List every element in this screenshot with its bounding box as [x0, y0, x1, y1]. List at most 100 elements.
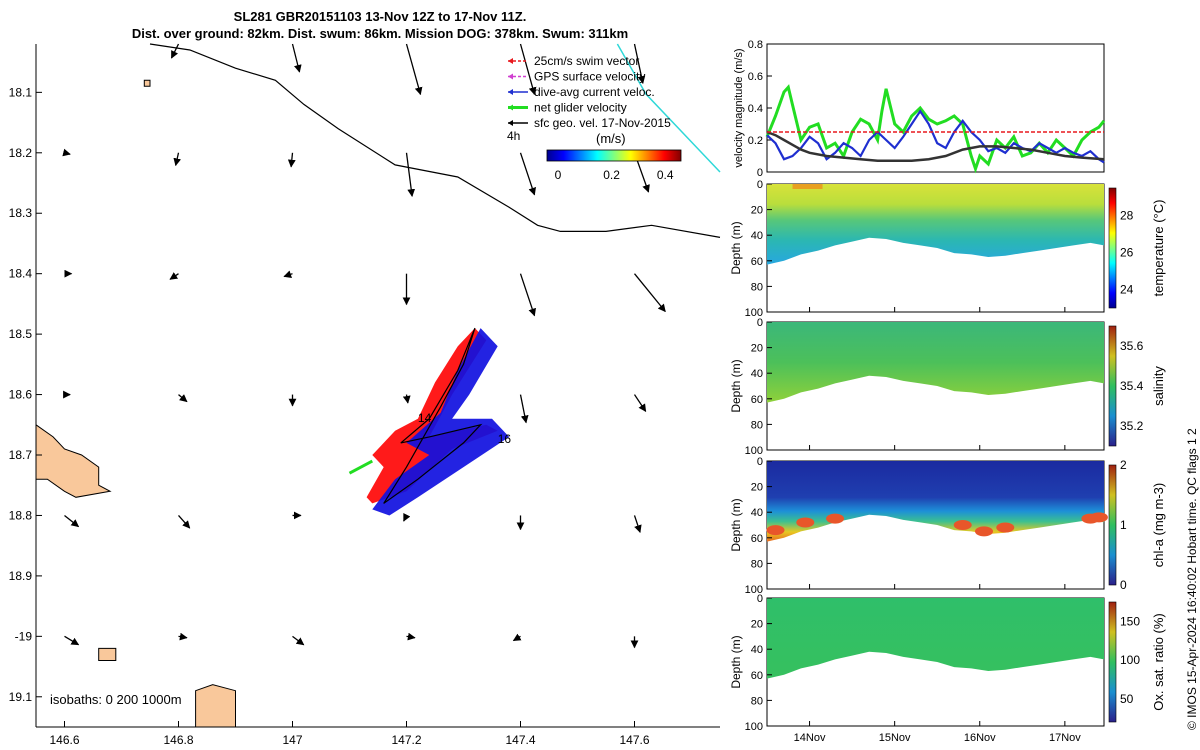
geo-vector-31 [292, 635, 305, 646]
chart-subtitle: Dist. over ground: 82km. Dist. swum: 86k… [131, 26, 629, 41]
velocity-y-tick-label: 0.8 [748, 39, 763, 51]
geo-vector-6 [173, 152, 182, 167]
geo-vector-26 [403, 513, 411, 522]
chl-colorbar-label: chl-a (mg m-3) [1151, 483, 1166, 568]
velocity-y-tick-label: 0.4 [748, 103, 763, 115]
cyan-track-line [616, 43, 721, 173]
ox-colorbar [1108, 601, 1117, 723]
ox-x-tick-label: 16Nov [964, 732, 996, 744]
track-label-day-14: 14 [418, 411, 432, 425]
chl-y-tick-label: 100 [745, 584, 763, 596]
legend-label-2: dive-avg current veloc. [534, 85, 655, 99]
legend-arrowhead-2 [508, 89, 513, 95]
chl-field [767, 461, 1104, 542]
chla-max-patch-4 [975, 526, 994, 537]
geo-vector-8 [405, 152, 416, 197]
temp-colorbar-tick: 24 [1120, 283, 1134, 297]
geo-vector-1 [291, 43, 302, 73]
velocity-series-0 [765, 84, 1106, 174]
chl-colorbar-tick: 1 [1120, 518, 1127, 532]
temp-colorbar-label: temperature (°C) [1151, 200, 1166, 297]
sal-colorbar [1108, 325, 1117, 447]
southern-island [195, 684, 236, 728]
geo-vector-30 [178, 632, 188, 641]
map-y-tick-label: 18.4 [9, 267, 33, 281]
ox-field [767, 598, 1104, 679]
chla-max-patch-1 [796, 517, 815, 528]
map-x-tick-label: 147.4 [505, 733, 535, 747]
legend-label-4: sfc geo. vel. 17-Nov-2015 [534, 116, 671, 130]
velocity-y-tick-label: 0.2 [748, 135, 763, 147]
chl-colorbar [1108, 464, 1117, 586]
ox-y-tick-label: 40 [751, 644, 763, 656]
map-panel: 14 16 146.6 146.8 147 147.2 147.4 147.6 18.1 18.2… [9, 43, 721, 747]
map-colorbar [546, 149, 682, 162]
ox-x-tick-label: 17Nov [1049, 732, 1081, 744]
velocity-series-2 [766, 130, 1105, 163]
sal-y-label: Depth (m) [729, 359, 743, 412]
map-y-tick-label: 18.8 [9, 508, 33, 522]
velocity-series-1 [766, 109, 1105, 164]
sal-colorbar-tick: 35.6 [1120, 339, 1144, 353]
chl-colorbar-tick: 2 [1120, 458, 1127, 472]
map-y-tick-label: 19.1 [9, 690, 33, 704]
sal-y-tick-label: 20 [751, 343, 763, 355]
ox-colorbar-tick: 50 [1120, 692, 1134, 706]
chla-max-patch-2 [826, 513, 845, 524]
ox-y-tick-label: 80 [751, 695, 763, 707]
map-x-tick-label: 147 [282, 733, 302, 747]
legend-label-1: GPS surface velocity [534, 70, 645, 84]
ox-colorbar-label: Ox. sat. ratio (%) [1151, 613, 1166, 711]
velocity-y-label: velocity magnitude (m/s) [733, 48, 745, 167]
geo-vector-23 [64, 514, 80, 528]
sal-colorbar-tick: 35.2 [1120, 419, 1144, 433]
ox-colorbar-tick: 100 [1120, 653, 1140, 667]
chl-y-tick-label: 80 [751, 558, 763, 570]
map-y-tick-label: -19 [15, 629, 33, 643]
geo-vector-18 [178, 394, 188, 403]
chla-max-patch-7 [1089, 512, 1108, 523]
map-y-tick-label: 18.3 [9, 206, 33, 220]
temp-y-tick-label: 80 [751, 281, 763, 293]
isobath-line [149, 43, 721, 238]
chla-max-patch-3 [953, 520, 972, 530]
oxygen-panel: 0 20 40 60 80 100 Depth (m) 50 100 150 Ox. sat. ra… [729, 593, 1166, 744]
colorbar-tick-label: 0.4 [657, 168, 674, 182]
sal-field [767, 322, 1104, 403]
chla-max-patch-5 [996, 522, 1015, 533]
geo-vector-20 [402, 394, 411, 404]
chl-y-label: Depth (m) [729, 498, 743, 551]
legend-arrowhead-3 [508, 104, 513, 111]
isobaths-label: isobaths: 0 200 1000m [50, 692, 182, 707]
ox-y-tick-label: 0 [757, 593, 763, 605]
net-velocity-arrow [348, 459, 374, 475]
sal-y-tick-label: 60 [751, 394, 763, 406]
temp-surface-warm [792, 184, 823, 189]
colorbar-units: (m/s) [596, 131, 626, 146]
temperature-panel: 0 20 40 60 80 100 Depth (m) 24 26 28 temperature (… [729, 179, 1166, 319]
temp-colorbar-tick: 26 [1120, 246, 1134, 260]
map-y-tick-label: 18.1 [9, 85, 33, 99]
map-x-tick-label: 147.2 [391, 733, 421, 747]
geo-vector-16 [633, 273, 666, 313]
sal-colorbar-tick: 35.4 [1120, 379, 1144, 393]
map-x-tick-label: 147.6 [619, 733, 649, 747]
geo-vector-7 [287, 152, 296, 168]
map-x-tick-label: 146.6 [49, 733, 79, 747]
temp-field [767, 184, 1104, 265]
legend-arrowhead-4 [508, 120, 513, 126]
sal-colorbar-label: salinity [1151, 366, 1166, 406]
temp-y-tick-label: 60 [751, 256, 763, 268]
temp-colorbar-tick: 28 [1120, 209, 1134, 223]
ox-y-label: Depth (m) [729, 635, 743, 688]
ox-y-tick-label: 100 [745, 721, 763, 733]
geo-vector-2 [405, 43, 423, 96]
chl-y-tick-label: 40 [751, 507, 763, 519]
velocity-y-tick-label: 0 [757, 167, 763, 179]
small-island-b [143, 79, 151, 87]
map-y-tick-label: 18.7 [9, 448, 33, 462]
legend-arrowhead-1 [508, 73, 513, 80]
temp-y-tick-label: 40 [751, 230, 763, 242]
